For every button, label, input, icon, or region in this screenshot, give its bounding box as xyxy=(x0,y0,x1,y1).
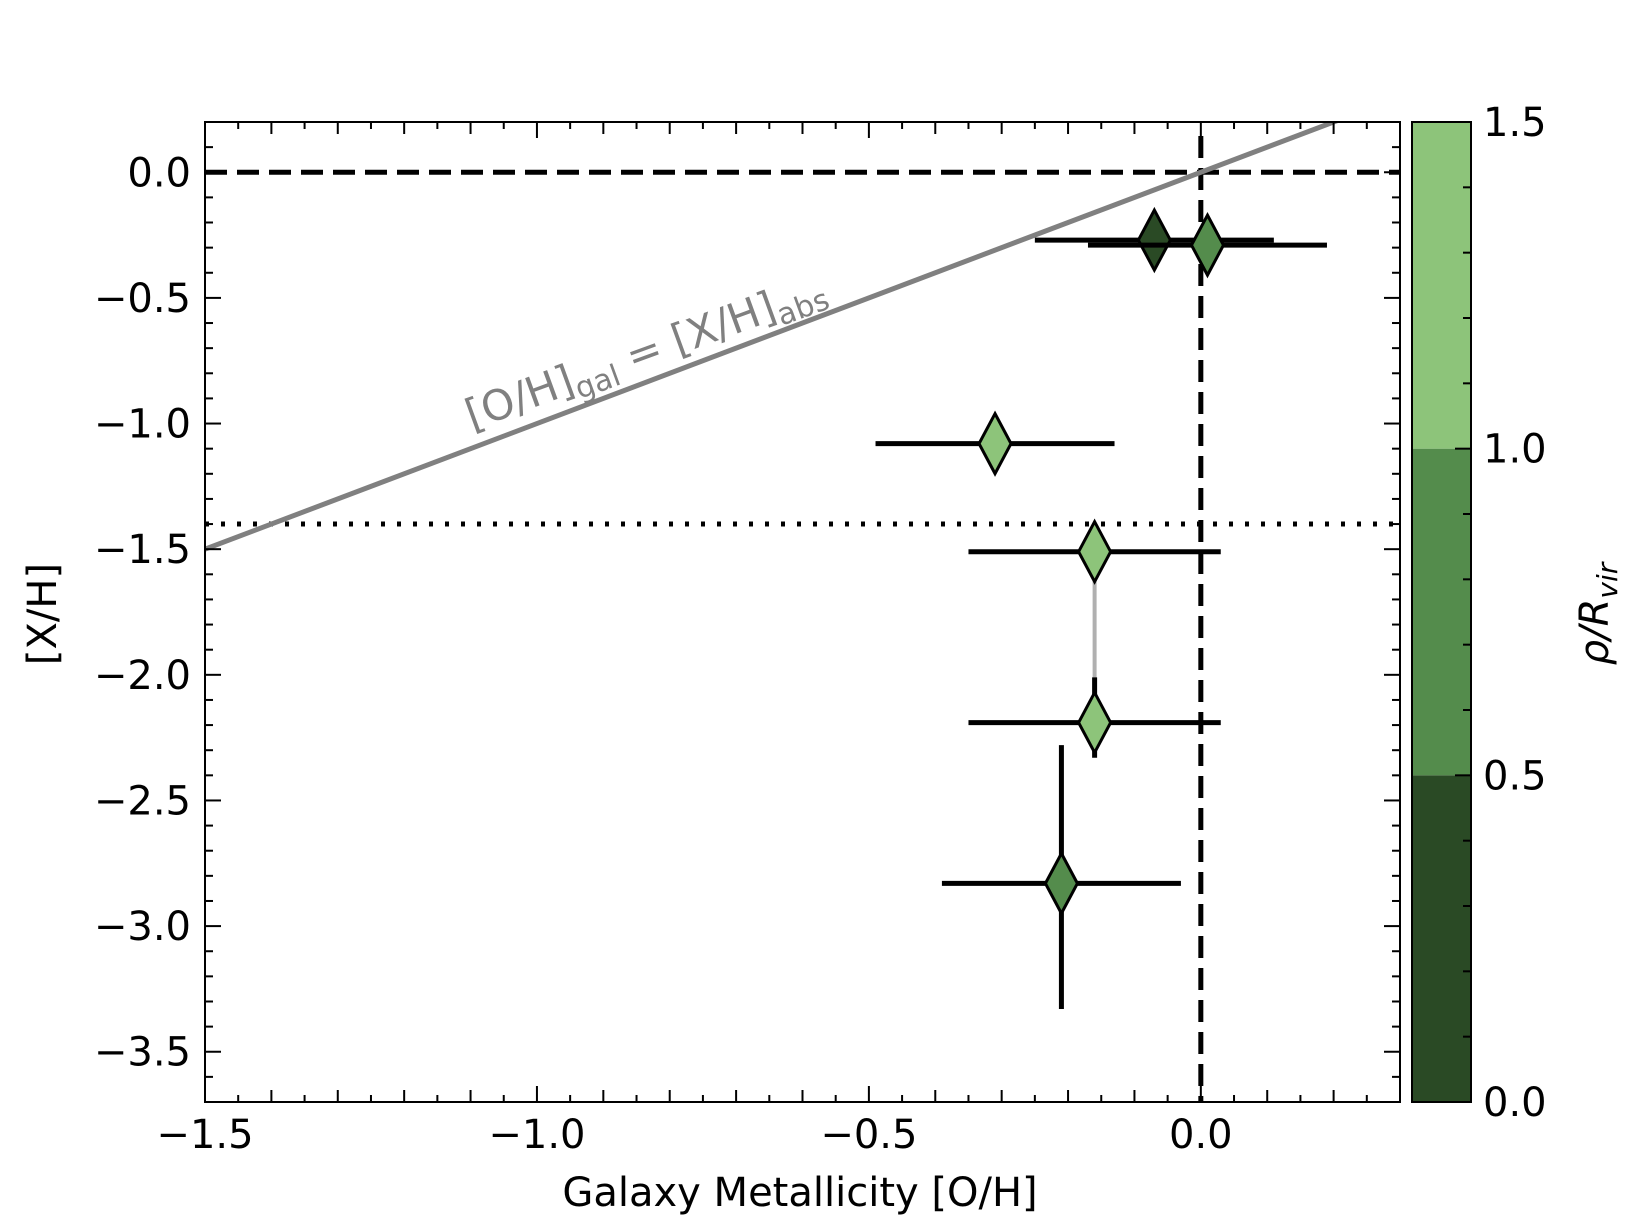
x-tick-label: −0.5 xyxy=(820,1112,917,1158)
y-tick-label: 0.0 xyxy=(127,150,191,196)
y-tick-label: −2.0 xyxy=(94,653,191,699)
diamond-marker xyxy=(1136,206,1173,274)
y-tick-label: −2.5 xyxy=(94,778,191,824)
colorbar-tick-label: 1.0 xyxy=(1483,427,1547,473)
data-point xyxy=(875,410,1115,477)
data-points xyxy=(875,206,1327,1010)
colorbar-bin xyxy=(1412,122,1471,449)
y-tick-label: −0.5 xyxy=(94,276,191,322)
colorbar-label: ρ/Rvir xyxy=(1572,561,1624,665)
y-axis-ticks: 0.0 −0.5 −1.0 −1.5 −2.0 −2.5 −3.0 −3.5 xyxy=(94,121,1400,1103)
colorbar-tick-label: 1.5 xyxy=(1483,100,1547,146)
data-point xyxy=(941,745,1181,1010)
data-point xyxy=(968,518,1221,585)
colorbar-tick-label: 0.0 xyxy=(1483,1080,1547,1126)
plot-area: −1.5 −1.0 −0.5 0.0 0.0 −0.5 −1.0 −1.5 −2.0 −2.5 −3… xyxy=(94,121,1401,1158)
colorbar-label-main: ρ/R xyxy=(1572,599,1618,666)
plot-frame xyxy=(204,121,1401,1103)
diamond-marker xyxy=(1043,850,1080,917)
reference-lines xyxy=(205,122,1400,1102)
data-point xyxy=(968,677,1221,758)
data-point xyxy=(1034,206,1274,274)
colorbar-frame xyxy=(1411,121,1472,1103)
colorbar-bin xyxy=(1412,775,1471,1102)
x-tick-label: −1.5 xyxy=(156,1112,253,1158)
data-point xyxy=(1087,211,1327,279)
x-axis-label: Galaxy Metallicity [O/H] xyxy=(562,1170,1037,1216)
annotation-main-1: [O/H] xyxy=(459,355,581,439)
one-to-one-annotation: [O/H]gal = [X/H]abs xyxy=(459,264,834,446)
y-axis-label: [X/H] xyxy=(20,563,66,665)
diamond-marker xyxy=(1076,689,1113,756)
x-tick-label: 0.0 xyxy=(1169,1112,1233,1158)
colorbar: 0.0 0.5 1.0 1.5 xyxy=(1411,100,1547,1126)
diamond-marker xyxy=(1189,211,1226,279)
one-to-one-line xyxy=(205,122,1341,552)
y-tick-label: −1.0 xyxy=(94,402,191,448)
diamond-marker xyxy=(977,410,1013,477)
colorbar-label-sub: vir xyxy=(1591,561,1624,598)
annotation-main-2: = [X/H] xyxy=(607,282,783,386)
y-tick-label: −3.0 xyxy=(94,904,191,950)
x-axis-ticks: −1.5 −1.0 −0.5 0.0 xyxy=(156,122,1401,1158)
diamond-marker xyxy=(1076,518,1113,585)
y-tick-label: −3.5 xyxy=(94,1030,191,1076)
y-tick-label: −1.5 xyxy=(94,527,191,573)
annotation-sub-2: abs xyxy=(772,282,834,333)
colorbar-bin xyxy=(1412,448,1471,776)
x-tick-label: −1.0 xyxy=(488,1112,585,1158)
colorbar-tick-label: 0.5 xyxy=(1483,753,1547,799)
